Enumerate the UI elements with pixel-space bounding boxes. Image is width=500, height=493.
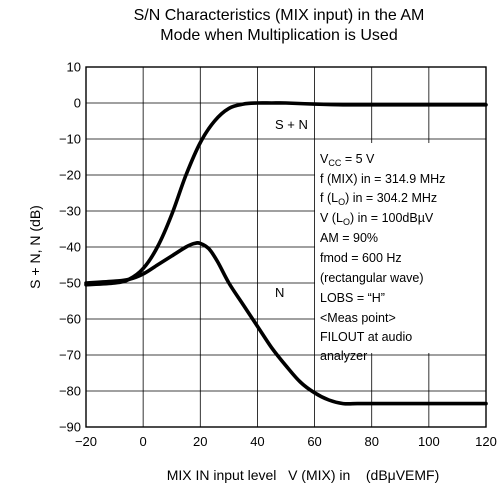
condition-line: (rectangular wave) [320,271,424,285]
condition-line: f (MIX) in = 314.9 MHz [320,172,445,186]
series-label-n: N [275,285,284,300]
x-axis-label: MIX IN input level V (MIX) in (dBμVEMF) [167,467,440,483]
x-tick-label: 0 [140,434,147,449]
plot-area-frame [85,66,487,428]
x-tick-label: 120 [475,434,497,449]
y-axis-label: S + N, N (dB) [27,205,43,289]
condition-vcc: VCC = 5 V [320,152,375,168]
y-tick-label: −10 [59,132,81,147]
chart-title-line-2: Mode when Multiplication is Used [160,27,397,44]
y-tick-label: 0 [74,96,81,111]
y-tick-label: −30 [59,204,81,219]
condition-vlo: V (LO) in = 100dBµV [320,211,434,227]
x-tick-label: 60 [307,434,321,449]
y-tick-label: −60 [59,312,81,327]
y-tick-label: −80 [59,384,81,399]
condition-line: AM = 90% [320,231,378,245]
chart-title-line-1: S/N Characteristics (MIX input) in the A… [134,7,425,24]
series-label-s-plus-n: S + N [275,117,308,132]
series-line-s-plus-n [84,101,488,287]
y-tick-label: −90 [59,420,81,435]
condition-line: FILOUT at audio [320,330,412,344]
condition-line: <Meas point> [320,311,396,325]
condition-line: analyzer [320,349,367,363]
y-tick-label: −50 [59,276,81,291]
condition-line: fmod = 600 Hz [320,251,402,265]
data-curves [84,101,488,406]
x-tick-label: 40 [250,434,264,449]
condition-flo: f (LO) in = 304.2 MHz [320,191,437,207]
x-tick-label: 100 [418,434,440,449]
x-tick-label: 80 [364,434,378,449]
x-tick-label: −20 [75,434,97,449]
condition-line: LOBS = “H” [320,291,385,305]
y-tick-label: −40 [59,240,81,255]
x-tick-label: 20 [193,434,207,449]
series-line-n [84,241,488,406]
tick-labels: −20 0 20 40 60 80 100 120100−10−20−30−40−50−60−… [59,60,497,450]
conditions-box [315,143,488,353]
y-tick-label: 10 [67,60,81,75]
y-tick-label: −20 [59,168,81,183]
y-tick-label: −70 [59,348,81,363]
